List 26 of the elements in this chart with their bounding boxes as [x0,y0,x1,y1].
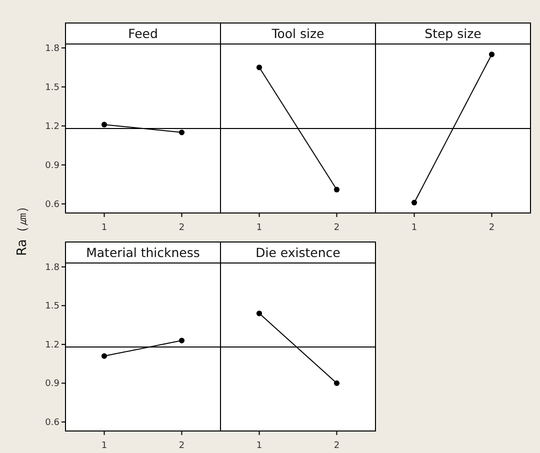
y-tick-label: 0.6 [45,200,60,210]
y-tick-label: 1.2 [45,340,60,350]
y-tick-label: 1.5 [45,82,60,93]
y-tick-label: 1.5 [45,302,60,312]
y-tick-label: 1.2 [45,122,60,132]
y-tick-label: 1.8 [45,262,60,273]
y-tick-label: 0.9 [45,160,60,171]
x-tick-label: 1 [101,223,108,233]
x-tick-label: 2 [334,441,340,451]
x-tick-label: 2 [178,441,185,451]
chart-title: Die existence [256,245,341,260]
chart-title: Feed [128,26,158,41]
x-tick-label: 2 [488,223,495,233]
y-tick-label: 0.6 [45,418,60,428]
chart-title: Step size [424,26,482,41]
chart-title: Tool size [270,26,325,41]
y-tick-label: 0.9 [45,379,60,390]
y-tick-label: 1.8 [45,44,60,54]
chart-title: Material thickness [86,245,200,260]
y-axis-title: Ra（㎛） [15,200,30,256]
x-tick-label: 2 [334,223,340,233]
x-tick-label: 2 [178,223,185,233]
x-tick-label: 1 [101,441,108,451]
x-tick-label: 1 [256,223,262,233]
x-tick-label: 1 [256,441,262,451]
x-tick-label: 1 [411,223,418,233]
